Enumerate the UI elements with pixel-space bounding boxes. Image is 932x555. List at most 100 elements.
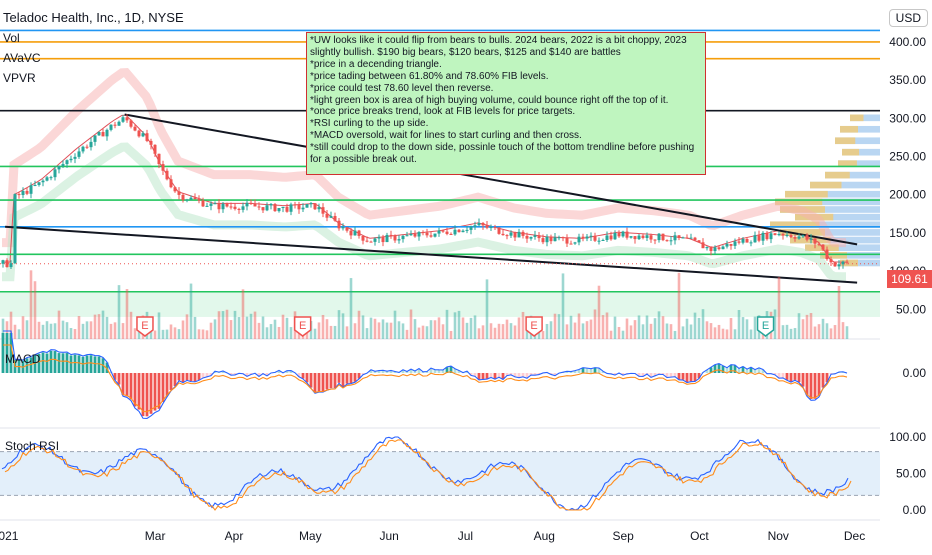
volume-bar bbox=[262, 317, 265, 339]
stoch-y-tick-label: 100.00 bbox=[889, 430, 926, 444]
volume-bar bbox=[646, 316, 649, 339]
candle-body bbox=[14, 194, 17, 263]
macd-histogram-bar bbox=[78, 355, 81, 373]
candle-body bbox=[146, 133, 149, 141]
volume-bar bbox=[734, 329, 737, 339]
volume-bar bbox=[366, 328, 369, 339]
macd-histogram-bar bbox=[522, 373, 525, 377]
candle-body bbox=[690, 238, 693, 239]
volume-bar bbox=[686, 319, 689, 339]
candle-body bbox=[302, 208, 305, 210]
candle-body bbox=[38, 182, 41, 185]
currency-button[interactable]: USD bbox=[889, 9, 928, 27]
volume-bar bbox=[198, 329, 201, 339]
volume-bar bbox=[334, 326, 337, 339]
volume-bar bbox=[690, 325, 693, 339]
candle-body bbox=[542, 238, 545, 242]
volume-bar bbox=[326, 319, 329, 339]
candle-body bbox=[218, 203, 221, 209]
indicator-avavc-label[interactable]: AVaVC bbox=[3, 51, 41, 65]
macd-histogram-bar bbox=[146, 373, 149, 416]
macd-histogram-bar bbox=[310, 373, 313, 388]
x-tick-label: Jun bbox=[379, 529, 398, 543]
volume-bar bbox=[478, 328, 481, 339]
volume-bar bbox=[542, 331, 545, 339]
volume-bar bbox=[786, 325, 789, 339]
y-tick-label: 250.00 bbox=[889, 150, 926, 164]
indicator-stoch-rsi-label[interactable]: Stoch RSI bbox=[5, 439, 59, 453]
volume-bar bbox=[78, 316, 81, 339]
volume-bar bbox=[502, 324, 505, 339]
macd-histogram-bar bbox=[338, 373, 341, 383]
indicator-vpvr-label[interactable]: VPVR bbox=[3, 71, 36, 85]
volume-bar bbox=[418, 328, 421, 339]
volume-bar bbox=[58, 311, 61, 339]
macd-histogram-bar bbox=[62, 353, 65, 373]
candle-body bbox=[838, 264, 841, 266]
volume-bar bbox=[682, 326, 685, 339]
chart-title: Teladoc Health, Inc., 1D, NYSE bbox=[3, 10, 184, 25]
candle-body bbox=[598, 241, 601, 242]
candle-body bbox=[694, 238, 697, 241]
candle-body bbox=[806, 235, 809, 240]
volume-bar bbox=[810, 313, 813, 339]
annotation-note-line: slightly bullish. $190 big bears, $120 b… bbox=[310, 47, 702, 59]
x-tick-label: Aug bbox=[534, 529, 555, 543]
candle-body bbox=[654, 240, 657, 241]
macd-histogram-bar bbox=[490, 373, 493, 377]
volume-bar bbox=[738, 310, 741, 339]
indicator-vol-label[interactable]: Vol bbox=[3, 31, 20, 45]
volume-bar bbox=[498, 324, 501, 339]
candle-body bbox=[570, 244, 573, 245]
volume-profile-bar bbox=[810, 182, 842, 189]
macd-histogram-bar bbox=[202, 373, 205, 378]
candle-body bbox=[726, 244, 729, 247]
volume-bar bbox=[642, 324, 645, 339]
volume-bar bbox=[42, 325, 45, 339]
candle-body bbox=[402, 236, 405, 239]
candle-body bbox=[182, 195, 185, 200]
macd-histogram-bar bbox=[482, 373, 485, 379]
candle-body bbox=[414, 234, 417, 237]
macd-histogram-bar bbox=[82, 357, 85, 373]
candle-body bbox=[350, 231, 353, 236]
volume-bar bbox=[178, 329, 181, 339]
last-price-badge: 109.61 bbox=[887, 270, 932, 288]
candle-body bbox=[106, 130, 109, 136]
volume-bar bbox=[582, 323, 585, 339]
candle-body bbox=[390, 235, 393, 236]
candle-body bbox=[210, 204, 213, 206]
annotation-note[interactable]: *UW looks like it could flip from bears … bbox=[306, 32, 706, 175]
candle-body bbox=[566, 238, 569, 244]
candle-body bbox=[114, 125, 117, 126]
volume-bar bbox=[38, 322, 41, 339]
volume-bar bbox=[834, 325, 837, 339]
candle-body bbox=[610, 236, 613, 240]
candle-body bbox=[602, 240, 605, 241]
candle-body bbox=[74, 157, 77, 159]
earnings-marker-label: E bbox=[762, 320, 769, 332]
y-tick-label: 200.00 bbox=[889, 188, 926, 202]
volume-bar bbox=[258, 323, 261, 339]
volume-bar bbox=[650, 324, 653, 339]
candle-body bbox=[50, 177, 53, 178]
candle-body bbox=[538, 235, 541, 238]
volume-bar bbox=[630, 325, 633, 339]
volume-bar bbox=[654, 318, 657, 339]
volume-bar bbox=[322, 315, 325, 339]
macd-histogram-bar bbox=[806, 373, 809, 395]
candle-body bbox=[318, 207, 321, 209]
volume-bar bbox=[742, 317, 745, 339]
candle-body bbox=[62, 164, 65, 166]
candle-body bbox=[794, 237, 797, 239]
candle-body bbox=[738, 241, 741, 242]
candle-body bbox=[526, 236, 529, 239]
indicator-macd-label[interactable]: MACD bbox=[5, 352, 40, 366]
candle-body bbox=[410, 234, 413, 235]
volume-bar bbox=[430, 320, 433, 339]
volume-bar bbox=[390, 323, 393, 339]
volume-bar bbox=[802, 319, 805, 339]
candle-body bbox=[294, 204, 297, 205]
volume-bar bbox=[594, 309, 597, 339]
candle-body bbox=[718, 247, 721, 249]
